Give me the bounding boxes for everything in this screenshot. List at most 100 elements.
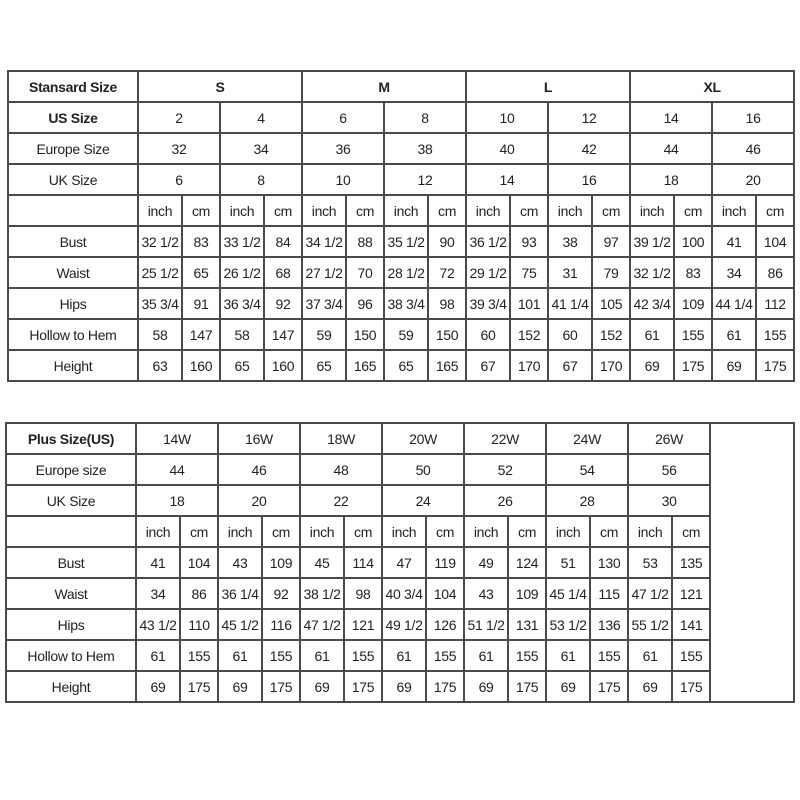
size-value: 16 — [547, 163, 632, 196]
measurement-value: 114 — [343, 546, 384, 579]
measurement-value: 141 — [671, 608, 712, 641]
measurement-value: 104 — [755, 225, 796, 258]
size-value: 20W — [381, 422, 466, 455]
size-value: 22 — [299, 484, 384, 517]
measurement-value: 39 3/4 — [465, 287, 512, 320]
row-label: Height — [7, 349, 139, 382]
measurement-value: 63 — [137, 349, 183, 382]
measurement-value: 34 1/2 — [301, 225, 348, 258]
size-value: 28 — [545, 484, 630, 517]
size-value: 24W — [545, 422, 630, 455]
measurement-value: 175 — [671, 670, 712, 703]
measurement-value: 155 — [425, 639, 466, 672]
measurement-value: 175 — [178, 670, 220, 703]
size-value: 20 — [711, 163, 796, 196]
measurement-value: 25 1/2 — [137, 256, 183, 289]
size-value: 24 — [381, 484, 466, 517]
size-value: 12 — [547, 101, 632, 134]
measurement-row: Bust 41 104 43 109 45 114 47 119 49 124 51 130 53 135 — [5, 546, 794, 579]
measurement-value: 31 — [547, 256, 594, 289]
size-value: 34 — [218, 132, 304, 165]
size-value: 4 — [218, 101, 304, 134]
unit-inch: inch — [629, 194, 676, 227]
unit-inch: inch — [381, 515, 428, 548]
measurement-value: 91 — [181, 287, 221, 320]
measurement-value: 175 — [589, 670, 630, 703]
measurement-value: 47 1/2 — [627, 577, 674, 610]
row-label: Hollow to Hem — [5, 639, 137, 672]
europe-size-row: Europe size 44 46 48 50 52 54 56 — [5, 453, 794, 486]
measurement-value: 58 — [219, 318, 265, 351]
measurement-value: 35 1/2 — [383, 225, 430, 258]
unit-cm: cm — [262, 194, 304, 227]
measurement-value: 175 — [343, 670, 384, 703]
measurement-value: 55 1/2 — [627, 608, 674, 641]
europe-size-row: Europe Size 32 34 36 38 40 42 44 46 — [7, 132, 796, 165]
measurement-value: 27 1/2 — [301, 256, 348, 289]
size-value: 26 — [463, 484, 548, 517]
size-value: 18W — [299, 422, 384, 455]
measurement-value: 61 — [217, 639, 264, 672]
measurement-value: 155 — [178, 639, 220, 672]
measurement-value: 165 — [345, 349, 386, 382]
unit-row: inch cm inch cm inch cm inch cm inch cm inch cm inch… — [7, 194, 796, 227]
uk-size-row: UK Size 6 8 10 12 14 16 18 20 — [7, 163, 796, 196]
measurement-value: 135 — [671, 546, 712, 579]
unit-cm: cm — [343, 515, 384, 548]
measurement-value: 90 — [427, 225, 468, 258]
measurement-value: 124 — [507, 546, 548, 579]
measurement-value: 60 — [547, 318, 594, 351]
row-label: Bust — [7, 225, 139, 258]
measurement-value: 119 — [425, 546, 466, 579]
size-value: 30 — [627, 484, 712, 517]
row-label: UK Size — [7, 163, 139, 196]
size-value: 8 — [218, 163, 304, 196]
measurement-value: 44 1/4 — [711, 287, 758, 320]
measurement-value: 39 1/2 — [629, 225, 676, 258]
size-value: 10 — [301, 163, 386, 196]
us-size-row: US Size 2 4 6 8 10 12 14 16 — [7, 101, 796, 134]
measurement-value: 70 — [345, 256, 386, 289]
row-label: Hips — [5, 608, 137, 641]
size-value: 36 — [301, 132, 386, 165]
size-value: 44 — [629, 132, 714, 165]
size-value: 14W — [134, 422, 220, 455]
measurement-value: 160 — [181, 349, 221, 382]
measurement-row: Waist 25 1/2 65 26 1/2 68 27 1/2 70 28 1/2 72 29 … — [7, 256, 796, 289]
unit-cm: cm — [345, 194, 386, 227]
row-label: Europe size — [5, 453, 137, 486]
measurement-value: 155 — [673, 318, 714, 351]
measurement-value: 60 — [465, 318, 512, 351]
unit-row: inch cm inch cm inch cm inch cm inch cm inch cm inch… — [5, 515, 794, 548]
size-value: 18 — [134, 484, 220, 517]
measurement-value: 175 — [755, 349, 796, 382]
measurement-row: Hollow to Hem 58 147 58 147 59 150 59 150 60 152 60… — [7, 318, 796, 351]
row-label: Bust — [5, 546, 137, 579]
unit-cm: cm — [671, 515, 712, 548]
unit-inch: inch — [547, 194, 594, 227]
measurement-row: Height 63 160 65 160 65 165 65 165 67 170 67 170 69 17… — [7, 349, 796, 382]
measurement-value: 43 1/2 — [135, 608, 181, 641]
size-value: 16W — [217, 422, 302, 455]
unit-cm: cm — [507, 515, 548, 548]
measurement-value: 83 — [673, 256, 714, 289]
size-value: 54 — [545, 453, 630, 486]
measurement-value: 45 — [299, 546, 346, 579]
measurement-value: 98 — [427, 287, 468, 320]
measurement-row: Hollow to Hem 61 155 61 155 61 155 61 155 61 155 61… — [5, 639, 794, 672]
measurement-value: 104 — [425, 577, 466, 610]
row-label: Waist — [7, 256, 139, 289]
row-label: Plus Size(US) — [5, 422, 137, 455]
unit-inch: inch — [137, 194, 183, 227]
measurement-value: 147 — [262, 318, 304, 351]
unit-cm: cm — [591, 194, 632, 227]
measurement-value: 69 — [299, 670, 346, 703]
size-value: 16 — [711, 101, 796, 134]
measurement-value: 34 — [135, 577, 181, 610]
unit-inch: inch — [465, 194, 512, 227]
measurement-value: 155 — [507, 639, 548, 672]
measurement-value: 53 1/2 — [545, 608, 592, 641]
measurement-value: 175 — [261, 670, 302, 703]
measurement-value: 61 — [381, 639, 428, 672]
measurement-value: 69 — [545, 670, 592, 703]
